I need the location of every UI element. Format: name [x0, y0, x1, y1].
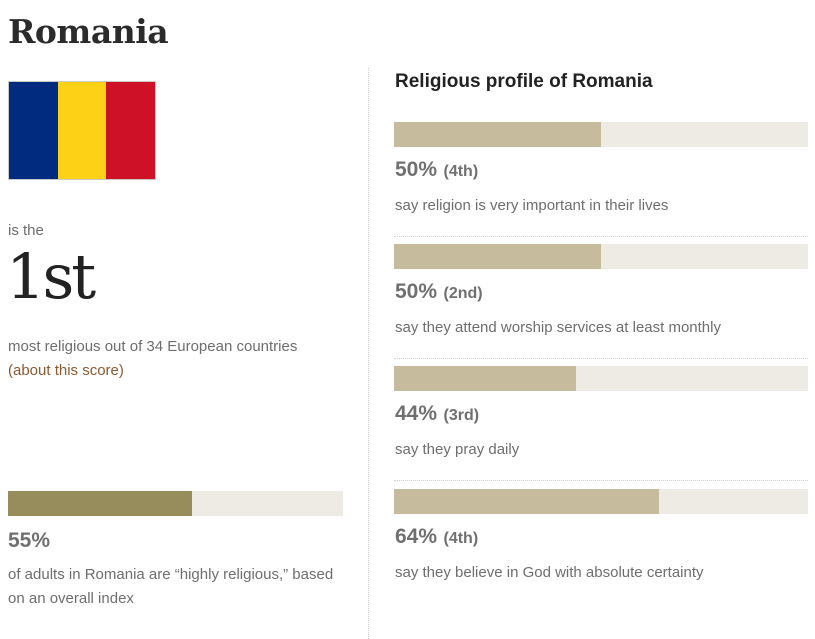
rank-prefix: is the: [8, 222, 44, 239]
stat-bar: [394, 122, 808, 147]
stat-description: say religion is very important in their …: [395, 197, 669, 214]
romania-flag: [8, 81, 156, 180]
stat-value: 64%: [395, 525, 438, 548]
flag-stripe-red: [106, 82, 156, 179]
rank-description: most religious out of 34 European countr…: [8, 338, 298, 355]
overall-index-bar-fill: [8, 491, 193, 516]
rank-value: 1st: [6, 240, 96, 313]
overall-index-value: 55%: [8, 529, 51, 552]
about-score-link[interactable]: (about this score): [8, 362, 124, 379]
stat-bar: [394, 489, 808, 514]
profile-heading: Religious profile of Romania: [395, 71, 653, 92]
stat-rank: (3rd): [443, 407, 480, 424]
stat-description: say they believe in God with absolute ce…: [395, 564, 704, 581]
stat-bar-fill: [394, 122, 601, 147]
stat-description: say they pray daily: [395, 441, 520, 458]
stat-bar-fill: [394, 366, 577, 391]
stat-bar-fill: [394, 489, 659, 514]
row-separator: [394, 358, 808, 359]
stat-value: 44%: [395, 402, 438, 425]
stat-description: say they attend worship services at leas…: [395, 319, 721, 336]
overall-index-description: of adults in Romania are “highly religio…: [8, 566, 334, 607]
country-title: Romania: [8, 12, 169, 51]
stat-bar-fill: [394, 244, 601, 269]
overall-index-bar: [8, 491, 343, 516]
stat-rank: (4th): [443, 530, 479, 547]
column-divider: [368, 68, 369, 639]
stat-rank: (4th): [443, 163, 479, 180]
stat-value: 50%: [395, 280, 438, 303]
stat-bar: [394, 244, 808, 269]
flag-stripe-blue: [9, 82, 58, 179]
stat-rank: (2nd): [443, 285, 483, 302]
stat-bar: [394, 366, 808, 391]
flag-stripe-yellow: [57, 82, 107, 179]
stat-value: 50%: [395, 158, 438, 181]
row-separator: [394, 236, 808, 237]
row-separator: [394, 480, 808, 481]
